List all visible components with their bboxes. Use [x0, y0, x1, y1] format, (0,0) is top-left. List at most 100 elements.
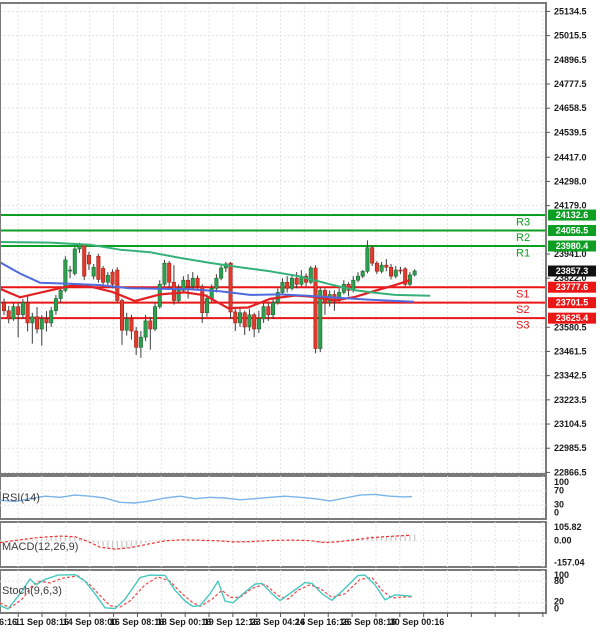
- candle-body: [200, 286, 205, 314]
- price-badge-support: [548, 312, 596, 324]
- y-tick-label: 24298.0: [554, 176, 587, 186]
- candle-body: [271, 302, 276, 316]
- price-badge-resistance: [548, 209, 596, 221]
- candle-body: [30, 316, 35, 324]
- candle-body: [313, 267, 318, 349]
- level-label-s1: S1: [516, 289, 529, 301]
- main-grid: [0, 3, 546, 474]
- price-badge-value: 23857.3: [556, 266, 589, 276]
- candle-body: [167, 262, 172, 283]
- y-tick-label: 24658.5: [554, 103, 587, 113]
- candle-body: [308, 267, 313, 283]
- price-badge-support: [548, 281, 596, 293]
- candle-body: [96, 255, 101, 280]
- candle-body: [25, 302, 30, 324]
- price-badge-value: 23701.5: [556, 298, 589, 308]
- candle-body: [228, 262, 233, 313]
- y-tick-label: 22985.5: [554, 443, 587, 453]
- candle-body: [148, 320, 153, 330]
- x-tick-label: 6:16: [0, 617, 17, 627]
- y-tick-label: 24896.5: [554, 55, 587, 65]
- y-tick-label: 23104.5: [554, 419, 587, 429]
- candle-body: [72, 248, 77, 274]
- price-axis: 25134.5 25015.5 24896.5 24777.5 24658.5 24539…: [546, 6, 587, 477]
- candle-body: [53, 298, 58, 312]
- x-tick-label: 14 Sep 08:00: [63, 617, 118, 627]
- candle-body: [280, 281, 285, 293]
- candle-body: [105, 275, 110, 283]
- y-tick-label: 22866.5: [554, 467, 587, 477]
- level-label-r3: R3: [516, 217, 530, 229]
- price-badge-value: 24056.5: [556, 226, 589, 236]
- candle-body: [162, 262, 167, 285]
- candle-body: [1, 302, 7, 312]
- candle-body: [143, 320, 148, 338]
- price-badge-resistance: [548, 240, 596, 252]
- candle-body: [101, 268, 106, 283]
- candle-body: [266, 306, 271, 316]
- scale-label: -157.04: [554, 558, 585, 568]
- candle-body: [374, 262, 379, 272]
- candle-body: [219, 267, 224, 279]
- scale-label: 80: [554, 576, 564, 586]
- candle-body: [233, 311, 238, 324]
- candle-body: [403, 268, 408, 285]
- candle-body: [370, 247, 375, 264]
- y-tick-label: 24777.5: [554, 79, 587, 89]
- candle-body: [91, 266, 96, 277]
- candle-body: [195, 277, 200, 287]
- y-tick-label: 23580.5: [554, 322, 587, 332]
- level-label-r1: R1: [516, 247, 530, 259]
- candle-body: [138, 336, 143, 348]
- price-badge-value: 24132.6: [556, 210, 589, 220]
- candle-body: [6, 310, 11, 320]
- price-badge-resistance: [548, 225, 596, 237]
- macd-indicator-label: MACD(12,26,9): [2, 541, 78, 553]
- y-tick-label: 24417.0: [554, 152, 587, 162]
- candle-body: [190, 277, 195, 287]
- candle-body: [379, 264, 384, 272]
- candle-body: [355, 275, 360, 281]
- y-tick-label: 25015.5: [554, 31, 587, 41]
- candle-body: [247, 314, 252, 328]
- candle-body: [398, 269, 403, 272]
- scale-label: 20: [554, 597, 564, 607]
- candle-body: [181, 279, 186, 291]
- ma-mid-blue: [0, 261, 415, 303]
- scale-label: 0: [554, 604, 559, 614]
- candle-body: [412, 270, 417, 276]
- panel-border: [0, 521, 547, 568]
- candle-body: [86, 254, 91, 265]
- candle-body: [214, 277, 219, 289]
- macd-signal-line: [0, 534, 411, 550]
- y-tick-label: 23822.0: [554, 273, 587, 283]
- scale-label: 0: [554, 508, 559, 518]
- price-badges: 24132.6 24056.5 23980.4 23857.3 23777.6 23701…: [548, 209, 596, 324]
- ma-slow-green: [0, 241, 431, 297]
- x-tick-label: 24 Sep 16:16: [295, 617, 350, 627]
- candle-body: [134, 330, 139, 348]
- rsi-line: [0, 493, 413, 504]
- level-label-r2: R2: [516, 232, 530, 244]
- candle-body: [252, 314, 257, 330]
- panel-border: [0, 2, 547, 475]
- candle-body: [256, 318, 261, 330]
- stoch-indicator-label: Stoch(9,6,3): [2, 585, 62, 597]
- candle-body: [68, 269, 73, 272]
- candle-body: [294, 277, 299, 285]
- candle-body: [63, 259, 68, 291]
- candle-body: [171, 281, 176, 301]
- level-label-s2: S2: [516, 304, 529, 316]
- candle-body: [289, 277, 294, 289]
- scale-label: 100: [554, 570, 569, 580]
- x-tick-label: 19 Sep 12:16: [204, 617, 259, 627]
- scale-label: 105.82: [554, 522, 582, 532]
- candle-body: [124, 318, 129, 331]
- scale-label: 70: [554, 486, 564, 496]
- candle-body: [44, 318, 49, 324]
- price-badge-value: 23777.6: [556, 282, 589, 292]
